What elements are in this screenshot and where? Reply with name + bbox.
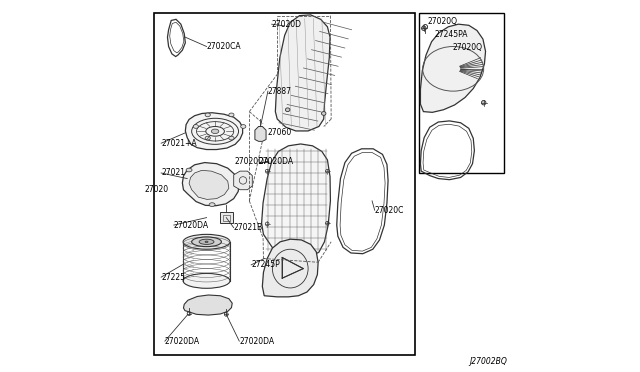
Text: 27020DA: 27020DA — [165, 337, 200, 346]
Ellipse shape — [236, 182, 243, 185]
Ellipse shape — [199, 239, 214, 244]
Ellipse shape — [241, 125, 246, 128]
Text: 27020: 27020 — [145, 185, 168, 194]
Ellipse shape — [186, 168, 192, 172]
Polygon shape — [262, 239, 318, 297]
Text: J27002BQ: J27002BQ — [468, 357, 507, 366]
Ellipse shape — [205, 113, 211, 117]
Text: 27020DA: 27020DA — [174, 221, 209, 230]
Text: 27020DA: 27020DA — [259, 157, 294, 166]
Ellipse shape — [183, 273, 230, 288]
Text: 27060: 27060 — [267, 128, 291, 137]
Polygon shape — [234, 171, 252, 190]
Polygon shape — [255, 126, 266, 141]
Text: 27245PA: 27245PA — [435, 30, 468, 39]
Ellipse shape — [321, 112, 326, 115]
Polygon shape — [186, 113, 243, 150]
Text: 27020Q: 27020Q — [428, 17, 458, 26]
Ellipse shape — [285, 108, 290, 112]
Ellipse shape — [205, 136, 211, 140]
Bar — [223, 215, 230, 221]
Text: 27021: 27021 — [161, 169, 185, 177]
Polygon shape — [189, 170, 229, 199]
Ellipse shape — [229, 113, 234, 117]
Text: 27020D: 27020D — [271, 20, 301, 29]
Text: 27020CA: 27020CA — [207, 42, 241, 51]
Ellipse shape — [422, 26, 426, 31]
Text: 27225: 27225 — [161, 273, 185, 282]
Ellipse shape — [205, 241, 208, 243]
Text: 27887: 27887 — [268, 87, 292, 96]
Polygon shape — [184, 295, 232, 315]
Text: 27245P: 27245P — [251, 260, 280, 269]
Polygon shape — [262, 144, 330, 259]
Text: 27020C: 27020C — [374, 206, 404, 215]
Text: 27020DA: 27020DA — [234, 157, 269, 166]
Bar — [220, 212, 233, 223]
Ellipse shape — [183, 234, 230, 249]
Polygon shape — [275, 15, 330, 131]
Text: 27020DA: 27020DA — [239, 337, 275, 346]
Ellipse shape — [209, 203, 215, 206]
Bar — [419, 13, 504, 173]
Text: 27020Q: 27020Q — [452, 43, 482, 52]
Ellipse shape — [191, 237, 221, 247]
Ellipse shape — [211, 129, 219, 134]
Bar — [154, 13, 415, 355]
Ellipse shape — [193, 125, 198, 128]
Polygon shape — [182, 163, 239, 206]
Text: 27021+A: 27021+A — [161, 139, 196, 148]
Text: 27021B: 27021B — [234, 223, 263, 232]
Ellipse shape — [481, 100, 486, 105]
Polygon shape — [420, 24, 486, 112]
Ellipse shape — [229, 136, 234, 140]
